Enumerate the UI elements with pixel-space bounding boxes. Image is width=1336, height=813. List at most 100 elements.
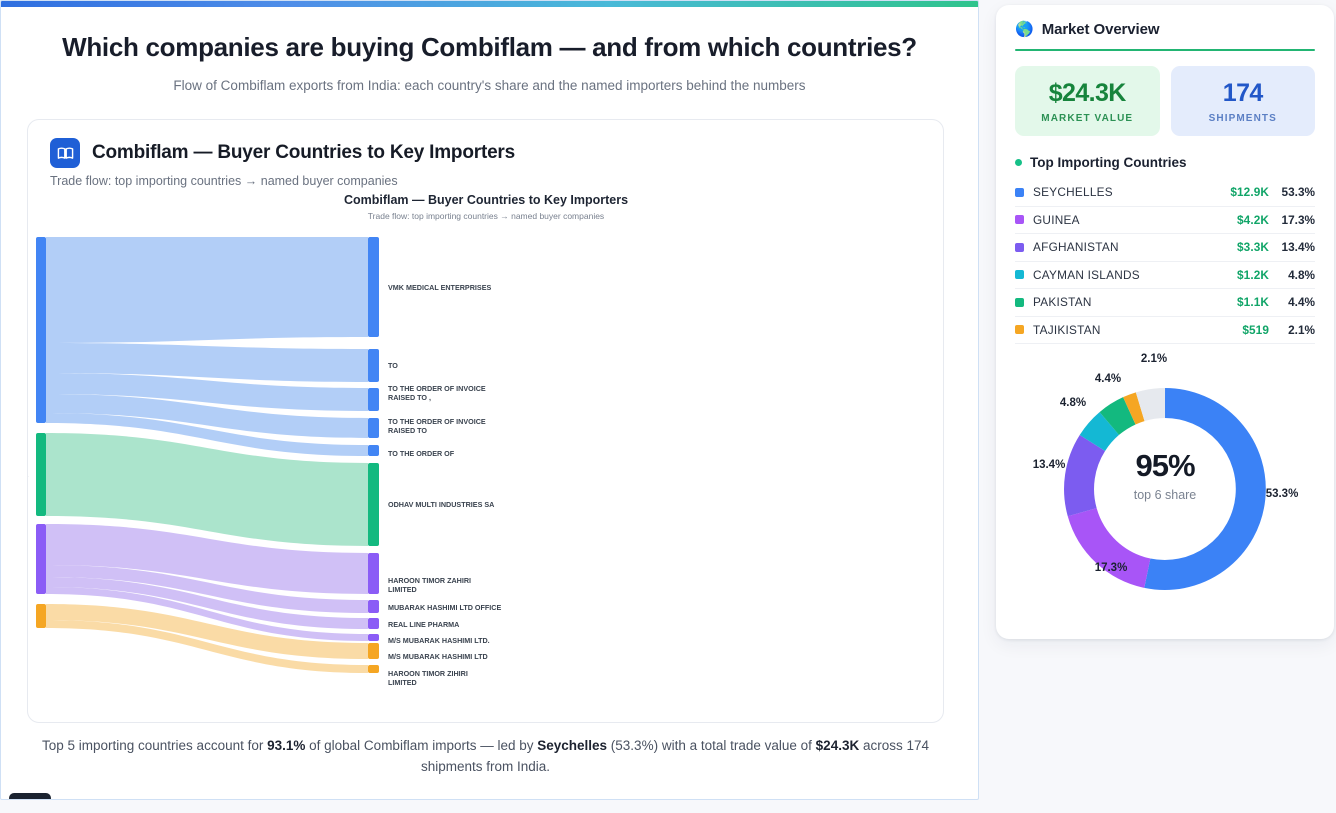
main-report-card: Which companies are buying Combiflam — a… (0, 0, 979, 800)
color-swatch (1015, 297, 1024, 307)
country-value: $3.3K (1237, 240, 1269, 255)
sankey-link (46, 433, 368, 546)
footnote-part4: across 174 shipments from India. (420, 738, 930, 774)
sankey-inner-subtitle: Trade flow: top importing countries → na… (368, 211, 604, 221)
color-swatch (1015, 325, 1024, 335)
list-item[interactable]: TAJIKISTAN $519 2.1% (1015, 317, 1315, 344)
sankey-link (46, 587, 368, 641)
sankey-node-pakistan[interactable] (36, 604, 46, 628)
open-book-icon (50, 138, 80, 168)
donut-svg: 53.3% 17.3% 13.4% 4.8% 4.4% 2.1% (1033, 353, 1299, 590)
sankey-target-node[interactable] (368, 445, 379, 456)
footnote-bold-value: $24.3K (815, 738, 860, 753)
country-value: $4.2K (1237, 212, 1269, 227)
top-countries-title: Top Importing Countries (1030, 155, 1187, 170)
sankey-link (46, 394, 368, 438)
country-value: $1.2K (1237, 267, 1269, 282)
list-item[interactable]: AFGHANISTAN $3.3K 13.4% (1015, 234, 1315, 262)
donut-slice-pakistan[interactable] (1099, 397, 1136, 436)
donut-label-seychelles: 53.3% (1266, 488, 1299, 500)
sankey-target-label: TO THE ORDER OF (388, 449, 455, 458)
panel-title: Combiflam — Buyer Countries to Key Impor… (92, 142, 515, 163)
sankey-target-label-line2: LIMITED (388, 585, 417, 594)
sankey-target-label: REAL LINE PHARMA (388, 620, 459, 629)
sankey-target-node[interactable] (368, 600, 379, 613)
top-gradient-bar (1, 1, 978, 7)
list-item[interactable]: SEYCHELLES $12.9K 53.3% (1015, 179, 1315, 207)
hero-header: Which companies are buying Combiflam — a… (1, 1, 978, 93)
sankey-target-label: TO THE ORDER OF INVOICE (388, 384, 486, 393)
country-name: PAKISTAN (1033, 295, 1092, 310)
sankey-target-node[interactable] (368, 643, 379, 659)
country-list: SEYCHELLES $12.9K 53.3% GUINEA $4.2K 17.… (1015, 179, 1315, 344)
sankey-node-seychelles[interactable] (36, 237, 46, 423)
sankey-target-node[interactable] (368, 634, 379, 641)
color-swatch (1015, 187, 1024, 197)
donut-slice-tajikistan[interactable] (1123, 392, 1145, 425)
country-percent: 13.4% (1281, 240, 1315, 255)
list-item[interactable]: GUINEA $4.2K 17.3% (1015, 207, 1315, 234)
sankey-target-node[interactable] (368, 618, 379, 629)
donut-label-afghanistan: 13.4% (1033, 459, 1066, 471)
sankey-target-node[interactable] (368, 388, 379, 411)
sankey-links (46, 237, 368, 673)
sankey-node-guinea[interactable] (36, 433, 46, 516)
sankey-target-node[interactable] (368, 237, 379, 337)
donut-slice-guinea[interactable] (1067, 507, 1151, 588)
header-divider (1015, 49, 1315, 51)
panel-header: Combiflam — Buyer Countries to Key Impor… (28, 120, 943, 168)
sankey-target-label: TO THE ORDER OF INVOICE (388, 417, 486, 426)
list-item[interactable]: CAYMAN ISLANDS $1.2K 4.8% (1015, 262, 1315, 289)
sankey-diagram: Combiflam — Buyer Countries to Key Impor… (28, 182, 945, 722)
page-title: Which companies are buying Combiflam — a… (62, 32, 917, 62)
color-swatch (1015, 270, 1024, 280)
footnote-part2: of global Combiflam imports — led by (305, 738, 538, 753)
sankey-target-label: MUBARAK HASHIMI LTD OFFICE (388, 603, 501, 612)
sankey-node-afghanistan[interactable] (36, 524, 46, 594)
footnote-bold-country: Seychelles (537, 738, 608, 753)
donut-label-tajikistan: 2.1% (1141, 353, 1167, 365)
sankey-target-node[interactable] (368, 463, 379, 546)
sankey-target-label-line2: RAISED TO , (388, 393, 431, 402)
page-subtitle: Flow of Combiflam exports from India: ea… (173, 77, 806, 93)
country-percent: 17.3% (1281, 212, 1315, 227)
donut-slice-cayman-islands[interactable] (1079, 412, 1120, 452)
country-value: $519 (1242, 322, 1269, 337)
globe-icon: 🌎 (1015, 21, 1034, 38)
country-name: CAYMAN ISLANDS (1033, 267, 1140, 282)
country-name: SEYCHELLES (1033, 185, 1113, 200)
country-name: TAJIKISTAN (1033, 322, 1101, 337)
sankey-link (46, 373, 368, 411)
country-percent: 2.1% (1288, 322, 1315, 337)
sankey-target-label: ODHAV MULTI INDUSTRIES SA (388, 500, 494, 509)
footnote: Top 5 importing countries account for 93… (27, 736, 944, 778)
donut-chart: 53.3% 17.3% 13.4% 4.8% 4.4% 2.1% 95% top… (1015, 352, 1315, 614)
donut-slice-other[interactable] (1135, 388, 1166, 422)
sankey-link (46, 237, 368, 343)
sankey-target-label: M/S MUBARAK HASHIMI LTD (388, 652, 488, 661)
country-percent: 4.4% (1288, 295, 1315, 310)
country-value: $12.9K (1230, 185, 1269, 200)
sankey-link (46, 577, 368, 629)
stat-tiles: $24.3K MARKET VALUE 174 SHIPMENTS (1015, 66, 1315, 136)
sankey-svg: Combiflam — Buyer Countries to Key Impor… (28, 193, 628, 687)
donut-label-guinea: 17.3% (1095, 562, 1128, 574)
stat-shipments-label: SHIPMENTS (1208, 113, 1277, 124)
sankey-target-node[interactable] (368, 553, 379, 594)
stat-market-value-label: MARKET VALUE (1041, 113, 1134, 124)
sankey-target-label: HAROON TIMOR ZIHIRI (388, 669, 468, 678)
sankey-link (46, 604, 368, 659)
donut-slice-afghanistan[interactable] (1064, 434, 1106, 517)
donut-slice-seychelles[interactable] (1144, 388, 1266, 590)
panel-subtitle: Trade flow: top importing countries → na… (50, 174, 398, 188)
sankey-chart-panel: Combiflam — Buyer Countries to Key Impor… (27, 119, 944, 723)
sankey-target-node[interactable] (368, 349, 379, 382)
stat-market-value-number: $24.3K (1048, 79, 1127, 107)
sankey-target-label: TO (388, 361, 398, 370)
sankey-target-node[interactable] (368, 418, 379, 438)
sankey-link (46, 524, 368, 594)
sankey-target-node[interactable] (368, 665, 379, 673)
list-item[interactable]: PAKISTAN $1.1K 4.4% (1015, 289, 1315, 317)
color-swatch (1015, 215, 1024, 225)
